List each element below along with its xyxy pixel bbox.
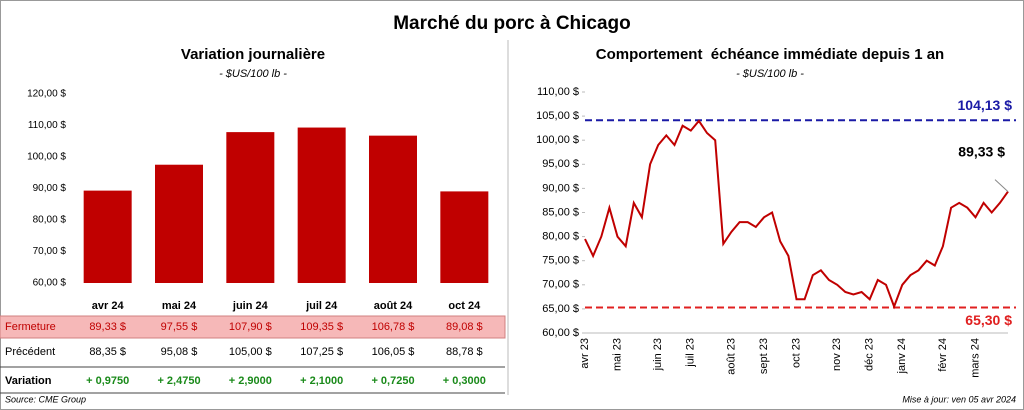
line-series: [584, 119, 1009, 310]
bar: [83, 190, 132, 283]
value-label: 89,08 $: [446, 321, 483, 333]
table-cell: 106,05 $: [372, 346, 415, 358]
y-tick-label: 100,00 $: [536, 134, 579, 146]
chart-subtitle: - $US/100 lb -: [736, 68, 804, 80]
value-label: 89,33 $: [89, 321, 126, 333]
chart-subtitle: - $US/100 lb -: [219, 68, 287, 80]
annotation: 89,33 $: [958, 144, 1005, 160]
chart-title: Variation journalière: [181, 46, 325, 63]
reference-label: 65,30 $: [965, 312, 1012, 328]
x-tick-label: août 24: [374, 300, 413, 312]
bar: [226, 132, 275, 283]
y-tick-label: 85,00 $: [542, 206, 579, 218]
x-tick-label: déc 23: [864, 338, 876, 371]
table-cell: + 2,9000: [229, 375, 272, 387]
x-tick-label: avr 24: [92, 300, 125, 312]
x-tick-label: juil 24: [305, 300, 338, 312]
y-tick-label: 95,00 $: [542, 158, 579, 170]
table-cell: 105,00 $: [229, 346, 272, 358]
row-label: Précédent: [5, 346, 55, 358]
highlight-row: [0, 315, 506, 339]
row-label: Variation: [5, 375, 52, 387]
table-cell: + 0,9750: [86, 375, 129, 387]
y-tick-label: 90,00 $: [33, 183, 67, 194]
x-tick-label: juin 23: [652, 338, 664, 371]
source: Source: CME Group: [5, 394, 86, 404]
x-tick-label: sept 23: [758, 338, 770, 374]
y-tick-label: 70,00 $: [33, 246, 67, 257]
table-cell: 88,35 $: [89, 346, 126, 358]
table-cell: 107,25 $: [300, 346, 343, 358]
y-tick-label: 110,00 $: [28, 120, 67, 131]
x-tick-label: mars 24: [969, 338, 981, 378]
value-label: 97,55 $: [161, 321, 198, 333]
table-cell: + 2,4750: [157, 375, 200, 387]
y-tick-label: 120,00 $: [27, 89, 66, 100]
y-tick-label: 90,00 $: [542, 182, 579, 194]
y-tick-label: 70,00 $: [542, 279, 579, 291]
y-tick-label: 80,00 $: [33, 215, 67, 226]
table-cell: + 0,3000: [443, 375, 486, 387]
reference-label: 104,13 $: [958, 97, 1013, 113]
bar: [369, 135, 417, 283]
table-cell: 88,78 $: [446, 346, 483, 358]
chart-title: Comportement échéance immédiate depuis 1…: [596, 46, 944, 63]
table-cell: + 2,1000: [300, 375, 343, 387]
y-tick-label: 75,00 $: [542, 255, 579, 267]
value-label: 109,35 $: [300, 321, 343, 333]
y-tick-label: 65,00 $: [542, 303, 579, 315]
y-tick-label: 80,00 $: [542, 231, 579, 243]
bar: [155, 164, 203, 283]
annotation-leader: [994, 179, 1009, 192]
x-tick-label: janv 24: [896, 338, 908, 374]
page-title: Marché du porc à Chicago: [393, 13, 631, 34]
x-tick-label: févr 24: [937, 338, 949, 372]
y-tick-label: 100,00 $: [27, 152, 66, 163]
x-tick-label: août 23: [725, 338, 737, 375]
x-tick-label: nov 23: [831, 338, 843, 371]
x-tick-label: mai 24: [162, 300, 197, 312]
x-tick-label: juin 24: [232, 300, 269, 312]
updated: Mise à jour: ven 05 avr 2024: [902, 394, 1016, 404]
table-cell: 95,08 $: [161, 346, 198, 358]
bar: [297, 127, 346, 283]
x-tick-label: oct 24: [448, 300, 481, 312]
y-tick-label: 60,00 $: [33, 278, 67, 289]
table-cell: + 0,7250: [371, 375, 414, 387]
y-tick-label: 60,00 $: [542, 327, 579, 339]
x-tick-label: mai 23: [611, 338, 623, 371]
x-tick-label: avr 23: [579, 338, 591, 369]
y-tick-label: 110,00 $: [537, 86, 579, 98]
value-label: 106,78 $: [372, 321, 415, 333]
bar: [440, 191, 489, 283]
value-label: 107,90 $: [229, 321, 272, 333]
y-tick-label: 105,00 $: [536, 110, 579, 122]
row-label: Fermeture: [5, 321, 56, 333]
x-tick-label: oct 23: [790, 338, 802, 368]
x-tick-label: juil 23: [685, 338, 697, 368]
